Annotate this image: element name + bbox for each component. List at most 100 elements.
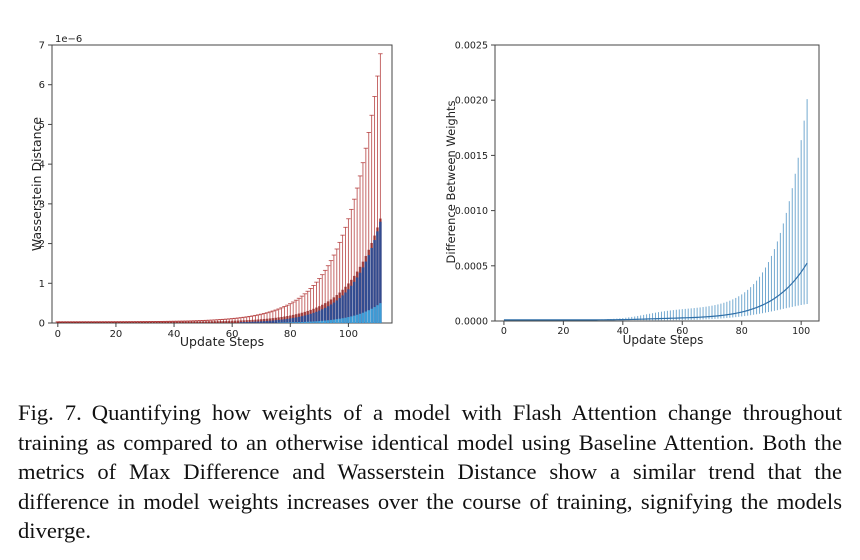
wasserstein-bar-red xyxy=(59,321,62,323)
wasserstein-bar-blue xyxy=(248,321,251,323)
right-x-tick-label: 80 xyxy=(736,326,748,337)
wasserstein-bar-red xyxy=(265,318,269,323)
figure: 0 20 40 60 80 100 0 1 2 3 4 5 6 7 1e−6 Update Steps W… xyxy=(29,34,820,349)
wasserstein-bar-red xyxy=(146,321,150,323)
left-y-tick-label: 7 xyxy=(39,41,45,52)
wasserstein-bar-red xyxy=(132,321,135,323)
wasserstein-bar-lightblue xyxy=(303,321,307,323)
wasserstein-bar-red xyxy=(164,321,167,323)
right-x-axis-label: Update Steps xyxy=(623,333,704,347)
wasserstein-bar-red xyxy=(155,321,158,323)
left-x-axis-label: Update Steps xyxy=(180,334,264,349)
wasserstein-bar-lightblue xyxy=(367,310,370,323)
wasserstein-bar-blue xyxy=(323,307,327,323)
wasserstein-bar-blue xyxy=(306,314,309,323)
wasserstein-bar-red xyxy=(85,321,89,323)
wasserstein-bar-blue xyxy=(283,319,286,323)
wasserstein-bar-blue xyxy=(254,321,257,323)
wasserstein-bar-lightblue xyxy=(283,322,286,323)
left-y-tick-label: 6 xyxy=(39,80,45,91)
wasserstein-bar-red xyxy=(201,321,205,323)
right-x-tick-label: 40 xyxy=(617,326,629,337)
weight-difference-chart: 0 20 40 60 80 100 0.0000 0.0005 0.0010 0.0015 0.00… xyxy=(444,41,820,347)
right-axis-ticks: 0 20 40 60 80 100 0.0000 0.0005 0.0010 0.0015 0.00… xyxy=(455,41,810,338)
left-bars xyxy=(55,53,383,323)
wasserstein-bar-red xyxy=(219,321,222,323)
right-x-tick-label: 60 xyxy=(676,326,688,337)
wasserstein-bar-red xyxy=(161,321,164,323)
caption-label: Fig. 7. xyxy=(18,400,82,425)
wasserstein-bar-lightblue xyxy=(297,322,301,323)
wasserstein-bar-lightblue xyxy=(352,315,356,323)
wasserstein-bar-lightblue xyxy=(326,320,330,323)
wasserstein-bar-blue xyxy=(321,309,324,323)
wasserstein-bar-red xyxy=(175,321,179,323)
wasserstein-bar-blue xyxy=(355,277,359,323)
left-axis-ticks: 0 20 40 60 80 100 0 1 2 3 4 5 6 7 xyxy=(39,41,358,341)
wasserstein-bar-red xyxy=(207,321,211,323)
wasserstein-bar-lightblue xyxy=(312,321,315,323)
wasserstein-bar-red xyxy=(239,320,243,323)
wasserstein-bar-red xyxy=(259,319,263,323)
wasserstein-bar-blue xyxy=(312,312,315,323)
wasserstein-bar-red xyxy=(152,321,155,323)
wasserstein-bar-red xyxy=(193,321,196,323)
wasserstein-bar-red xyxy=(187,321,190,323)
wasserstein-bar-red xyxy=(65,321,68,323)
wasserstein-bar-red xyxy=(56,321,60,323)
wasserstein-bar-red xyxy=(172,321,176,323)
wasserstein-bar-lightblue xyxy=(332,319,336,323)
wasserstein-bar-blue xyxy=(318,310,321,323)
wasserstein-bar-red xyxy=(230,320,234,323)
wasserstein-bar-red xyxy=(149,321,153,323)
wasserstein-bar-blue xyxy=(268,320,272,323)
wasserstein-bar-lightblue xyxy=(341,318,344,323)
wasserstein-bar-red xyxy=(242,320,246,323)
left-x-tick-label: 80 xyxy=(284,329,297,340)
right-x-tick-label: 0 xyxy=(501,326,507,337)
wasserstein-bar-blue xyxy=(315,311,318,323)
left-y-axis-label: Wasserstein Distance xyxy=(29,117,44,252)
wasserstein-bar-blue xyxy=(347,289,350,323)
wasserstein-bar-red xyxy=(245,320,248,323)
wasserstein-bar-lightblue xyxy=(379,303,382,323)
wasserstein-bar-blue xyxy=(303,315,307,323)
wasserstein-bar-red xyxy=(198,321,202,323)
wasserstein-bar-blue xyxy=(262,321,266,323)
wasserstein-bar-lightblue xyxy=(358,313,362,323)
wasserstein-bar-red xyxy=(103,321,106,323)
wasserstein-bar-red xyxy=(97,321,100,323)
wasserstein-bar-red xyxy=(222,321,225,323)
wasserstein-bar-red xyxy=(169,321,173,323)
wasserstein-bar-blue xyxy=(265,320,269,323)
wasserstein-bar-lightblue xyxy=(350,316,353,323)
wasserstein-bar-red xyxy=(114,321,118,323)
wasserstein-bar-red xyxy=(254,319,257,323)
wasserstein-bar-lightblue xyxy=(364,311,368,323)
left-x-tick-label: 60 xyxy=(226,329,239,340)
wasserstein-bar-blue xyxy=(350,285,353,323)
right-y-tick-label: 0.0025 xyxy=(455,41,488,52)
wasserstein-bar-blue xyxy=(329,304,333,323)
right-x-tick-label: 100 xyxy=(792,326,810,337)
wasserstein-bar-red xyxy=(74,321,77,323)
wasserstein-bar-blue xyxy=(335,300,339,323)
right-plot-frame xyxy=(494,44,820,322)
wasserstein-bar-red xyxy=(178,321,182,323)
wasserstein-bar-blue xyxy=(338,298,341,323)
wasserstein-bar-red xyxy=(123,321,126,323)
wasserstein-bar-red xyxy=(228,320,231,323)
right-y-axis-label: Difference Between Weights xyxy=(444,101,458,264)
wasserstein-bar-lightblue xyxy=(300,321,304,323)
left-y-tick-label: 4 xyxy=(39,160,45,171)
right-y-tick-label: 0.0020 xyxy=(455,96,488,107)
wasserstein-bar-red xyxy=(105,321,109,323)
left-x-tick-label: 100 xyxy=(339,329,358,340)
wasserstein-bar-red xyxy=(71,321,74,323)
wasserstein-bar-lightblue xyxy=(286,322,289,323)
left-y-tick-label: 5 xyxy=(39,120,45,131)
wasserstein-bar-blue xyxy=(373,240,376,323)
wasserstein-bar-lightblue xyxy=(318,321,321,323)
wasserstein-bar-blue xyxy=(297,316,301,323)
right-y-tick-label: 0.0005 xyxy=(455,261,488,272)
